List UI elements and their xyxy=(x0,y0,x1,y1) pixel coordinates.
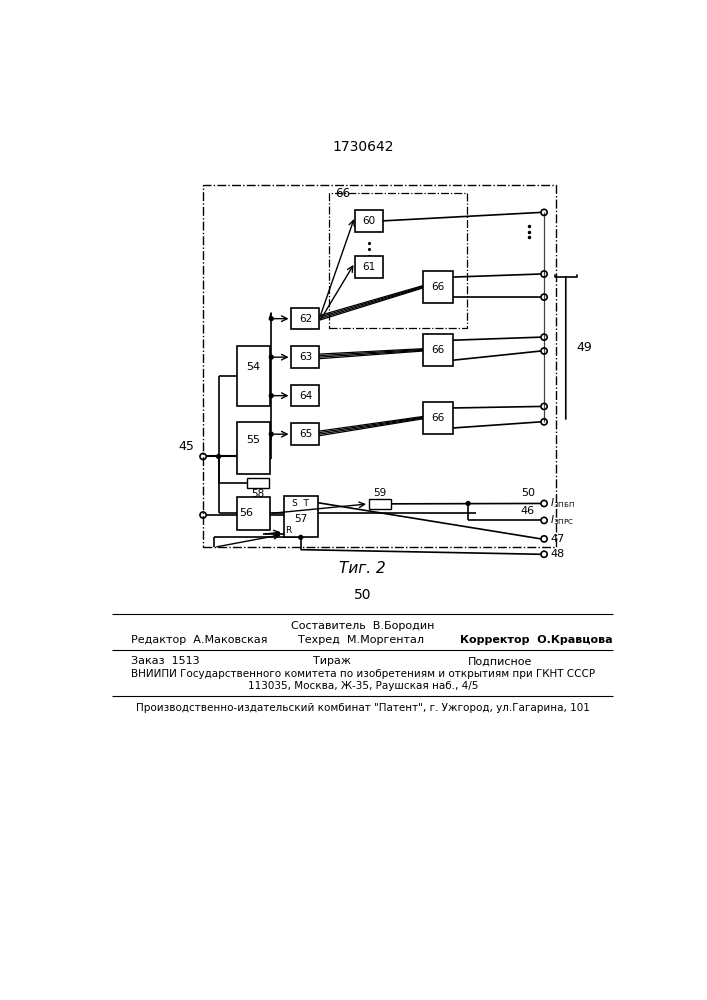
Text: Техред  М.Моргентал: Техред М.Моргентал xyxy=(298,635,423,645)
Text: ВНИИПИ Государственного комитета по изобретениям и открытиям при ГКНТ СССР: ВНИИПИ Государственного комитета по изоб… xyxy=(131,669,595,679)
Bar xyxy=(423,402,452,434)
Text: 59: 59 xyxy=(373,488,387,498)
Text: 45: 45 xyxy=(178,440,194,453)
Text: 61: 61 xyxy=(362,262,375,272)
Bar xyxy=(355,256,383,278)
Text: $I_{3\Pi\text{РС}}$: $I_{3\Pi\text{РС}}$ xyxy=(550,514,574,527)
Text: 46: 46 xyxy=(520,506,534,516)
Circle shape xyxy=(269,355,273,359)
Bar xyxy=(423,334,452,366)
Text: 50: 50 xyxy=(354,588,371,602)
Text: 50: 50 xyxy=(521,488,534,498)
Text: 113035, Москва, Ж-35, Раушская наб., 4/5: 113035, Москва, Ж-35, Раушская наб., 4/5 xyxy=(247,681,478,691)
Bar xyxy=(329,193,467,328)
Bar xyxy=(237,497,270,530)
Bar xyxy=(423,271,452,303)
Bar xyxy=(284,496,317,537)
Text: 66: 66 xyxy=(431,282,445,292)
Circle shape xyxy=(269,317,273,321)
Bar xyxy=(291,308,320,329)
Text: 55: 55 xyxy=(247,435,260,445)
Text: 66: 66 xyxy=(431,413,445,423)
Bar xyxy=(291,346,320,368)
Text: Заказ  1513: Заказ 1513 xyxy=(131,656,199,666)
Text: Производственно-издательский комбинат "Патент", г. Ужгород, ул.Гагарина, 101: Производственно-издательский комбинат "П… xyxy=(136,703,590,713)
Text: 66: 66 xyxy=(431,345,445,355)
Bar xyxy=(237,346,270,406)
Text: 49: 49 xyxy=(577,341,592,354)
Circle shape xyxy=(216,455,221,458)
Bar xyxy=(203,185,556,547)
Bar xyxy=(291,423,320,445)
Text: 54: 54 xyxy=(246,362,260,372)
Text: R: R xyxy=(285,526,291,535)
Bar xyxy=(247,478,269,488)
Text: $I_{3\Pi\text{БП}}$: $I_{3\Pi\text{БП}}$ xyxy=(550,497,575,510)
Text: 63: 63 xyxy=(299,352,312,362)
Circle shape xyxy=(269,394,273,398)
Bar xyxy=(355,210,383,232)
Text: 62: 62 xyxy=(299,314,312,324)
Text: Тираж: Тираж xyxy=(313,656,351,666)
Text: Τиг. 2: Τиг. 2 xyxy=(339,561,386,576)
Text: Подписное: Подписное xyxy=(468,656,532,666)
Bar xyxy=(237,422,270,474)
Text: Составитель  В.Бородин: Составитель В.Бородин xyxy=(291,621,434,631)
Text: 56: 56 xyxy=(240,508,254,518)
Text: 47: 47 xyxy=(550,534,564,544)
Text: 60: 60 xyxy=(363,216,375,226)
Text: 66: 66 xyxy=(335,187,350,200)
Text: 58: 58 xyxy=(252,489,264,499)
Text: S  T: S T xyxy=(292,499,309,508)
Circle shape xyxy=(269,432,273,436)
Text: Редактор  А.Маковская: Редактор А.Маковская xyxy=(131,635,267,645)
Bar xyxy=(369,499,391,509)
Text: 1730642: 1730642 xyxy=(332,140,394,154)
Bar xyxy=(291,385,320,406)
Text: 64: 64 xyxy=(299,391,312,401)
Circle shape xyxy=(466,502,470,505)
Circle shape xyxy=(299,535,303,539)
Text: 57: 57 xyxy=(294,514,308,524)
Text: 48: 48 xyxy=(550,549,564,559)
Text: Корректор  О.Кравцова: Корректор О.Кравцова xyxy=(460,635,613,645)
Text: 65: 65 xyxy=(299,429,312,439)
